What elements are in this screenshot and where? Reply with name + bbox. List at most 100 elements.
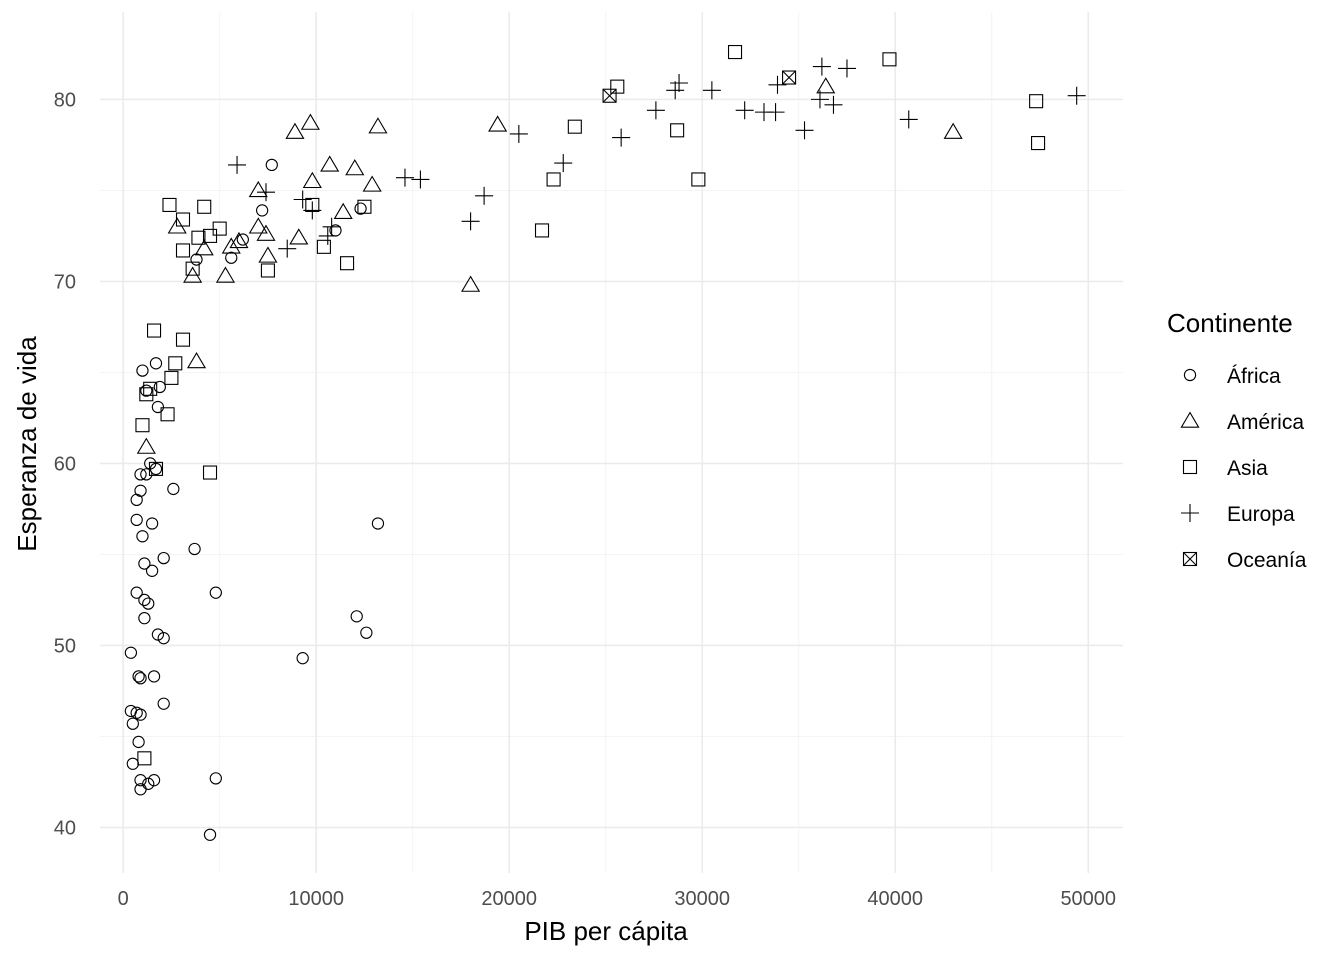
point-africa: [126, 757, 139, 770]
point-africa: [124, 646, 138, 659]
point-asia: [175, 332, 191, 347]
point-america: [816, 77, 836, 94]
point-africa: [354, 202, 367, 215]
point-america: [194, 239, 214, 256]
y-tick-label: 40: [54, 817, 76, 839]
point-africa: [209, 772, 222, 785]
point-asia: [260, 263, 275, 278]
point-africa: [157, 551, 170, 565]
point-europa: [303, 201, 322, 220]
point-africa: [147, 670, 161, 683]
point-america: [258, 246, 278, 263]
point-asia: [135, 418, 150, 433]
point-asia: [197, 199, 212, 214]
point-africa: [145, 564, 159, 577]
y-tick-label: 60: [54, 453, 76, 475]
point-africa: [145, 517, 159, 530]
point-africa: [140, 468, 153, 481]
point-europa: [461, 212, 480, 231]
point-europa: [509, 124, 528, 143]
point-asia: [610, 79, 625, 94]
point-america: [320, 155, 340, 172]
point-america: [229, 231, 249, 249]
point-africa: [136, 530, 149, 543]
point-europa: [812, 57, 831, 76]
y-tick-label: 80: [54, 89, 76, 111]
y-tick-label: 50: [54, 635, 76, 657]
point-africa: [136, 364, 149, 377]
point-asia: [139, 387, 154, 402]
point-asia: [191, 230, 206, 245]
point-africa: [147, 774, 161, 787]
point-europa: [612, 128, 631, 147]
y-tick-label: 70: [54, 271, 76, 293]
point-america: [256, 224, 276, 241]
point-america: [248, 180, 268, 198]
point-europa: [646, 101, 665, 120]
point-europa: [318, 226, 337, 245]
point-africa: [350, 610, 363, 623]
point-africa: [132, 735, 145, 749]
point-asia: [567, 119, 582, 134]
point-asia: [670, 123, 685, 138]
point-europa: [475, 186, 494, 205]
y-axis-tick-labels: 40 50 60 70 80: [54, 89, 76, 839]
point-america: [302, 171, 322, 189]
point-europa: [824, 95, 843, 114]
point-africa: [151, 400, 165, 414]
point-africa: [138, 612, 151, 625]
point-africa: [134, 783, 147, 796]
point-asia: [882, 52, 897, 67]
x-axis-title: PIB per cápita: [524, 916, 688, 946]
point-america: [943, 122, 963, 139]
point-africa: [126, 717, 139, 730]
point-europa: [666, 81, 685, 100]
point-europa: [1067, 86, 1086, 105]
point-america: [345, 159, 365, 176]
point-asia: [175, 212, 191, 227]
point-asia: [1029, 94, 1044, 109]
point-asia: [546, 172, 561, 187]
legend-key-africa: [1183, 368, 1197, 382]
legend-label: África: [1227, 365, 1281, 388]
point-europa: [702, 81, 721, 100]
point-europa: [554, 154, 573, 173]
point-africa: [296, 652, 309, 665]
point-africa: [255, 204, 269, 217]
point-asia: [175, 243, 191, 258]
point-africa: [149, 357, 163, 370]
point-america: [186, 352, 207, 369]
point-asia: [691, 172, 706, 187]
point-asia: [202, 228, 218, 243]
point-europa: [837, 59, 856, 78]
point-africa: [188, 542, 201, 556]
point-asia: [148, 461, 164, 476]
point-africa: [142, 597, 155, 610]
legend-label: Oceanía: [1227, 549, 1307, 572]
point-africa: [138, 593, 151, 607]
point-europa: [228, 155, 247, 174]
point-africa: [130, 586, 143, 599]
legend-key-oceania: [1182, 551, 1198, 567]
point-africa: [153, 380, 166, 394]
legend-key-europa: [1181, 504, 1199, 522]
point-america: [285, 122, 305, 139]
x-tick-label: 0: [118, 888, 129, 910]
point-africa: [130, 493, 143, 506]
point-africa: [209, 586, 222, 599]
point-oceania: [602, 88, 617, 103]
point-europa: [293, 190, 312, 209]
point-europa: [278, 239, 297, 258]
point-america: [215, 266, 236, 283]
point-africa: [167, 482, 180, 496]
point-america: [221, 237, 241, 254]
point-america: [488, 115, 508, 132]
legend-key-asia: [1182, 459, 1198, 475]
legend-label: Europa: [1227, 503, 1295, 526]
point-america: [461, 275, 481, 292]
point-europa: [735, 101, 754, 120]
point-europa: [395, 168, 414, 187]
point-africa: [138, 557, 151, 570]
x-tick-label: 20000: [481, 888, 537, 910]
